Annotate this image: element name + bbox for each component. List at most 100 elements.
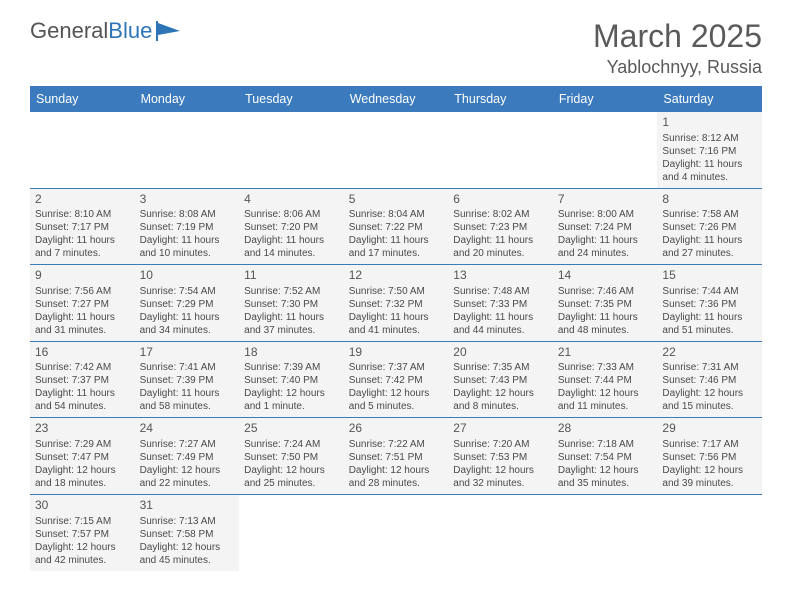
- day-sunrise: Sunrise: 7:17 AM: [662, 438, 757, 451]
- day-daylight1: Daylight: 12 hours: [35, 541, 130, 554]
- day-cell: 10Sunrise: 7:54 AMSunset: 7:29 PMDayligh…: [135, 265, 240, 342]
- day-daylight1: Daylight: 11 hours: [453, 234, 548, 247]
- day-number: 4: [244, 192, 339, 208]
- day-daylight2: and 1 minute.: [244, 400, 339, 413]
- weekday-mon: Monday: [135, 86, 240, 112]
- day-daylight2: and 34 minutes.: [140, 324, 235, 337]
- day-daylight1: Daylight: 12 hours: [558, 387, 653, 400]
- day-sunset: Sunset: 7:26 PM: [662, 221, 757, 234]
- day-daylight2: and 8 minutes.: [453, 400, 548, 413]
- empty-cell: [239, 112, 344, 189]
- day-daylight1: Daylight: 11 hours: [453, 311, 548, 324]
- day-sunset: Sunset: 7:19 PM: [140, 221, 235, 234]
- day-daylight2: and 22 minutes.: [140, 477, 235, 490]
- weekday-thu: Thursday: [448, 86, 553, 112]
- day-cell: 4Sunrise: 8:06 AMSunset: 7:20 PMDaylight…: [239, 189, 344, 266]
- day-number: 18: [244, 345, 339, 361]
- day-daylight1: Daylight: 11 hours: [558, 311, 653, 324]
- day-daylight2: and 24 minutes.: [558, 247, 653, 260]
- empty-cell: [344, 112, 449, 189]
- day-daylight2: and 27 minutes.: [662, 247, 757, 260]
- day-cell: 26Sunrise: 7:22 AMSunset: 7:51 PMDayligh…: [344, 418, 449, 495]
- day-cell: 14Sunrise: 7:46 AMSunset: 7:35 PMDayligh…: [553, 265, 658, 342]
- day-cell: 8Sunrise: 7:58 AMSunset: 7:26 PMDaylight…: [657, 189, 762, 266]
- empty-cell: [344, 495, 449, 571]
- day-cell: 31Sunrise: 7:13 AMSunset: 7:58 PMDayligh…: [135, 495, 240, 571]
- day-number: 10: [140, 268, 235, 284]
- weekday-header-row: Sunday Monday Tuesday Wednesday Thursday…: [30, 86, 762, 112]
- day-sunset: Sunset: 7:17 PM: [35, 221, 130, 234]
- day-number: 9: [35, 268, 130, 284]
- weekday-sun: Sunday: [30, 86, 135, 112]
- day-daylight1: Daylight: 12 hours: [349, 464, 444, 477]
- day-sunset: Sunset: 7:40 PM: [244, 374, 339, 387]
- day-daylight2: and 18 minutes.: [35, 477, 130, 490]
- day-daylight2: and 41 minutes.: [349, 324, 444, 337]
- day-cell: 22Sunrise: 7:31 AMSunset: 7:46 PMDayligh…: [657, 342, 762, 419]
- day-cell: 15Sunrise: 7:44 AMSunset: 7:36 PMDayligh…: [657, 265, 762, 342]
- day-sunset: Sunset: 7:16 PM: [662, 145, 757, 158]
- day-cell: 23Sunrise: 7:29 AMSunset: 7:47 PMDayligh…: [30, 418, 135, 495]
- day-daylight1: Daylight: 12 hours: [349, 387, 444, 400]
- month-title: March 2025: [593, 18, 762, 55]
- day-number: 1: [662, 115, 757, 131]
- day-number: 31: [140, 498, 235, 514]
- day-cell: 2Sunrise: 8:10 AMSunset: 7:17 PMDaylight…: [30, 189, 135, 266]
- day-number: 20: [453, 345, 548, 361]
- day-sunrise: Sunrise: 8:06 AM: [244, 208, 339, 221]
- day-daylight2: and 45 minutes.: [140, 554, 235, 567]
- day-number: 17: [140, 345, 235, 361]
- day-daylight2: and 35 minutes.: [558, 477, 653, 490]
- day-number: 24: [140, 421, 235, 437]
- day-number: 29: [662, 421, 757, 437]
- day-number: 19: [349, 345, 444, 361]
- day-daylight1: Daylight: 12 hours: [140, 541, 235, 554]
- day-daylight1: Daylight: 12 hours: [244, 387, 339, 400]
- day-number: 26: [349, 421, 444, 437]
- day-sunrise: Sunrise: 7:20 AM: [453, 438, 548, 451]
- empty-cell: [239, 495, 344, 571]
- day-sunrise: Sunrise: 7:46 AM: [558, 285, 653, 298]
- day-sunrise: Sunrise: 8:10 AM: [35, 208, 130, 221]
- weekday-wed: Wednesday: [344, 86, 449, 112]
- calendar: Sunday Monday Tuesday Wednesday Thursday…: [0, 86, 792, 571]
- day-sunset: Sunset: 7:36 PM: [662, 298, 757, 311]
- day-daylight1: Daylight: 12 hours: [558, 464, 653, 477]
- day-cell: 17Sunrise: 7:41 AMSunset: 7:39 PMDayligh…: [135, 342, 240, 419]
- day-daylight2: and 37 minutes.: [244, 324, 339, 337]
- day-daylight1: Daylight: 11 hours: [35, 387, 130, 400]
- day-cell: 21Sunrise: 7:33 AMSunset: 7:44 PMDayligh…: [553, 342, 658, 419]
- day-daylight2: and 10 minutes.: [140, 247, 235, 260]
- day-sunrise: Sunrise: 8:00 AM: [558, 208, 653, 221]
- day-number: 14: [558, 268, 653, 284]
- day-number: 2: [35, 192, 130, 208]
- day-daylight1: Daylight: 11 hours: [140, 234, 235, 247]
- day-daylight2: and 58 minutes.: [140, 400, 235, 413]
- day-sunrise: Sunrise: 7:37 AM: [349, 361, 444, 374]
- logo: GeneralBlue: [30, 18, 182, 44]
- day-sunset: Sunset: 7:57 PM: [35, 528, 130, 541]
- day-cell: 19Sunrise: 7:37 AMSunset: 7:42 PMDayligh…: [344, 342, 449, 419]
- day-sunset: Sunset: 7:47 PM: [35, 451, 130, 464]
- day-sunset: Sunset: 7:33 PM: [453, 298, 548, 311]
- day-number: 6: [453, 192, 548, 208]
- weekday-tue: Tuesday: [239, 86, 344, 112]
- day-sunrise: Sunrise: 7:13 AM: [140, 515, 235, 528]
- day-number: 3: [140, 192, 235, 208]
- day-daylight2: and 14 minutes.: [244, 247, 339, 260]
- day-sunset: Sunset: 7:20 PM: [244, 221, 339, 234]
- day-daylight1: Daylight: 11 hours: [140, 387, 235, 400]
- empty-cell: [30, 112, 135, 189]
- day-sunrise: Sunrise: 7:29 AM: [35, 438, 130, 451]
- day-daylight1: Daylight: 11 hours: [244, 311, 339, 324]
- day-cell: 18Sunrise: 7:39 AMSunset: 7:40 PMDayligh…: [239, 342, 344, 419]
- day-daylight1: Daylight: 11 hours: [244, 234, 339, 247]
- day-sunrise: Sunrise: 7:27 AM: [140, 438, 235, 451]
- day-sunrise: Sunrise: 8:12 AM: [662, 132, 757, 145]
- day-daylight1: Daylight: 11 hours: [35, 311, 130, 324]
- day-sunset: Sunset: 7:53 PM: [453, 451, 548, 464]
- day-cell: 9Sunrise: 7:56 AMSunset: 7:27 PMDaylight…: [30, 265, 135, 342]
- day-daylight2: and 44 minutes.: [453, 324, 548, 337]
- day-cell: 6Sunrise: 8:02 AMSunset: 7:23 PMDaylight…: [448, 189, 553, 266]
- day-sunrise: Sunrise: 8:08 AM: [140, 208, 235, 221]
